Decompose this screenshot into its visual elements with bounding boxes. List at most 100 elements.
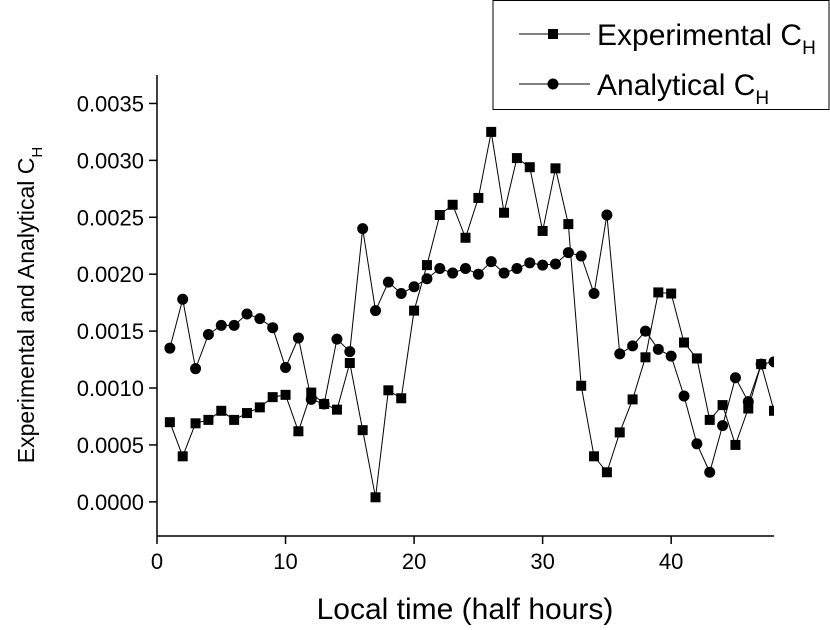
data-point bbox=[409, 305, 420, 316]
data-point bbox=[202, 329, 214, 341]
data-point bbox=[254, 313, 266, 325]
data-point bbox=[408, 281, 420, 293]
data-point bbox=[511, 263, 523, 275]
data-point bbox=[576, 380, 587, 391]
x-tick-label: 0 bbox=[151, 549, 163, 574]
data-point bbox=[768, 356, 774, 368]
data-point bbox=[421, 260, 432, 271]
data-point bbox=[511, 153, 522, 164]
data-point bbox=[331, 333, 343, 345]
data-point bbox=[562, 247, 574, 259]
data-point bbox=[640, 352, 651, 363]
y-tick-label: 0.0005 bbox=[77, 433, 144, 458]
x-tick-label: 10 bbox=[273, 549, 297, 574]
data-point bbox=[305, 393, 317, 405]
data-point bbox=[473, 192, 484, 203]
data-point bbox=[460, 232, 471, 243]
data-point bbox=[280, 389, 291, 400]
data-point bbox=[396, 393, 407, 404]
data-point bbox=[292, 332, 304, 344]
data-point bbox=[203, 414, 214, 425]
y-tick-label: 0.0035 bbox=[77, 91, 144, 116]
data-point bbox=[639, 325, 651, 337]
data-point bbox=[524, 257, 536, 269]
data-point bbox=[679, 337, 690, 348]
data-point bbox=[215, 319, 227, 331]
data-point bbox=[742, 396, 754, 408]
data-point bbox=[704, 466, 716, 478]
y-axis-title-sub: H bbox=[29, 147, 46, 158]
data-point bbox=[382, 276, 394, 288]
legend-label-sub: H bbox=[802, 38, 816, 59]
data-point bbox=[357, 425, 368, 436]
data-point bbox=[254, 402, 265, 413]
data-point bbox=[601, 467, 612, 478]
data-point bbox=[665, 350, 677, 362]
data-point bbox=[499, 207, 510, 218]
data-point bbox=[563, 219, 574, 230]
data-point bbox=[447, 267, 459, 279]
data-point bbox=[190, 363, 202, 375]
legend-marker bbox=[548, 29, 558, 39]
data-point bbox=[164, 417, 175, 428]
data-point bbox=[216, 405, 227, 416]
data-point bbox=[370, 305, 382, 317]
legend-label: Experimental CH bbox=[597, 19, 816, 59]
data-point bbox=[601, 209, 613, 221]
data-point bbox=[704, 414, 715, 425]
data-point bbox=[434, 263, 446, 275]
data-point bbox=[691, 438, 703, 450]
data-point bbox=[228, 319, 240, 331]
x-tick-label: 40 bbox=[659, 549, 683, 574]
y-tick-label: 0.0015 bbox=[77, 319, 144, 344]
y-axis-title-main: Experimental and Analytical C bbox=[13, 158, 39, 464]
data-point bbox=[485, 256, 497, 268]
data-point bbox=[769, 405, 774, 416]
data-point bbox=[537, 259, 549, 271]
x-axis-title: Local time (half hours) bbox=[317, 593, 614, 626]
x-tick-label: 20 bbox=[402, 549, 426, 574]
data-point bbox=[164, 342, 176, 354]
data-point bbox=[460, 263, 471, 275]
data-point bbox=[177, 451, 188, 462]
data-point bbox=[229, 414, 240, 425]
data-point bbox=[395, 288, 407, 300]
data-point bbox=[627, 340, 639, 352]
data-point bbox=[743, 403, 754, 414]
data-point bbox=[614, 427, 625, 438]
data-point bbox=[370, 492, 381, 503]
legend-label: Analytical CH bbox=[597, 69, 769, 109]
data-point bbox=[614, 348, 626, 360]
data-point bbox=[486, 126, 497, 137]
x-tick-label: 30 bbox=[530, 549, 554, 574]
data-point bbox=[498, 267, 510, 279]
data-point bbox=[267, 322, 279, 334]
data-point bbox=[306, 387, 317, 398]
data-point bbox=[588, 288, 600, 300]
y-tick-label: 0.0025 bbox=[77, 205, 144, 230]
data-point bbox=[293, 426, 304, 437]
data-point bbox=[241, 408, 252, 419]
data-point bbox=[666, 288, 677, 299]
data-point bbox=[755, 358, 767, 370]
y-tick-label: 0.0000 bbox=[77, 490, 144, 515]
y-tick-label: 0.0020 bbox=[77, 262, 144, 287]
data-point bbox=[524, 162, 535, 173]
legend-label-main: Analytical C bbox=[597, 69, 755, 102]
data-point bbox=[267, 392, 278, 403]
data-point bbox=[537, 225, 548, 236]
data-point bbox=[589, 451, 600, 462]
data-point bbox=[627, 394, 638, 405]
legend-label-sub: H bbox=[755, 88, 769, 109]
y-tick-label: 0.0010 bbox=[77, 376, 144, 401]
legend-box bbox=[492, 0, 830, 110]
data-point bbox=[344, 357, 355, 368]
data-point bbox=[241, 308, 253, 320]
data-point bbox=[357, 223, 369, 235]
legend-label-main: Experimental C bbox=[597, 19, 802, 52]
data-point bbox=[177, 293, 189, 305]
data-point bbox=[447, 199, 458, 210]
data-point bbox=[717, 400, 728, 411]
data-point bbox=[280, 362, 292, 374]
